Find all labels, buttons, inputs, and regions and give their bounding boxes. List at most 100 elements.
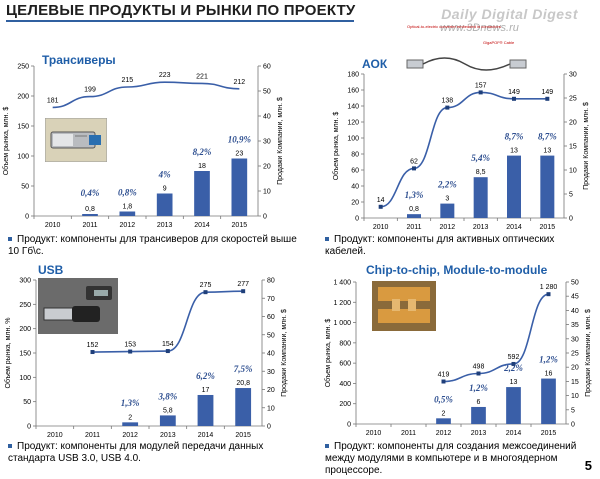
market-value-label: 275 [200, 282, 212, 289]
y-tick-label-right: 25 [569, 96, 577, 103]
market-point [545, 96, 550, 101]
x-tick-label: 2014 [194, 222, 210, 229]
sales-bar-label: 6 [477, 399, 481, 406]
sales-bar-label: 8,5 [476, 169, 486, 176]
y-tick-label-right: 60 [263, 64, 271, 71]
market-share-label: 5,4% [471, 153, 490, 163]
y-tick-label-right: 80 [267, 278, 275, 285]
market-share-label: 7,5% [234, 364, 253, 374]
market-value-label: 498 [473, 363, 485, 370]
market-point [203, 290, 208, 295]
market-value-label: 62 [410, 158, 418, 165]
market-share-label: 4% [158, 170, 172, 180]
y-tick-label-right: 20 [571, 365, 579, 372]
sales-bar-label: 13 [510, 379, 518, 386]
y-tick-label-left: 0 [347, 422, 351, 429]
bullet-marker [8, 237, 12, 242]
y-axis-label-left: Объем рынка, млн. $ [332, 112, 340, 181]
y-tick-label-left: 800 [339, 340, 351, 347]
y-tick-label-right: 50 [263, 89, 271, 96]
x-tick-label: 2013 [471, 430, 487, 437]
bullet-text: Продукт: компоненты для активных оптичес… [325, 234, 555, 257]
sales-bar [506, 387, 521, 424]
chart-title: АОК [362, 57, 388, 71]
x-tick-label: 2015 [235, 432, 251, 439]
x-tick-label: 2011 [401, 430, 416, 437]
sales-bar [122, 422, 139, 426]
y-tick-label-left: 200 [17, 94, 29, 101]
y-tick-label-left: 100 [17, 154, 29, 161]
market-value-label: 181 [47, 97, 59, 104]
y-tick-label-right: 15 [569, 144, 577, 151]
market-value-label: 149 [541, 89, 553, 96]
bullet-chip: Продукт: компоненты для создания межсоед… [325, 441, 590, 477]
y-tick-label-left: 1 400 [333, 280, 351, 287]
y-tick-label-right: 60 [267, 314, 275, 321]
x-tick-label: 2015 [541, 430, 557, 437]
x-tick-label: 2013 [157, 222, 173, 229]
market-value-label: 138 [441, 98, 453, 105]
x-tick-label: 2011 [82, 222, 97, 229]
y-tick-label-right: 40 [571, 308, 579, 315]
bullet-marker [8, 444, 12, 449]
market-point [445, 105, 450, 110]
bullet-text: Продукт: компоненты для создания межсоед… [325, 441, 577, 476]
market-share-label: 2,2% [437, 180, 457, 190]
sales-bar [471, 406, 486, 424]
x-tick-label: 2012 [440, 224, 456, 231]
market-value-label: 199 [84, 87, 96, 94]
x-tick-label: 2010 [47, 432, 63, 439]
market-value-label: 154 [162, 341, 174, 348]
market-point [90, 350, 95, 355]
y-tick-label-left: 40 [351, 184, 359, 191]
market-value-label: 157 [475, 82, 487, 89]
watermark-url: www.3Dnews.ru [440, 22, 519, 34]
y-tick-label-left: 60 [351, 168, 359, 175]
y-tick-label-right: 10 [263, 189, 271, 196]
market-line [443, 293, 549, 383]
sales-bar-label: 20,8 [236, 380, 250, 387]
sales-bar [231, 158, 248, 216]
sales-bar [507, 155, 521, 218]
y-tick-label-right: 5 [569, 192, 573, 199]
market-point [412, 166, 416, 171]
y-tick-label-right: 5 [571, 407, 575, 414]
y-tick-label-right: 50 [571, 280, 579, 287]
market-point [478, 90, 483, 95]
sales-bar-label: 13 [543, 148, 551, 155]
y-tick-label-right: 30 [267, 369, 275, 376]
market-point [511, 361, 516, 366]
market-share-label: 3,8% [157, 391, 177, 401]
y-tick-label-left: 1 000 [333, 320, 351, 327]
y-tick-label-left: 160 [347, 88, 359, 95]
bullet-usb: Продукт: компоненты для модулей передачи… [8, 441, 298, 465]
sales-bar-label: 3 [445, 196, 449, 203]
sales-bar [473, 177, 488, 218]
y-axis-label-right: Продажи Компании, млн. $ [281, 309, 288, 397]
sales-bar [197, 394, 214, 426]
sales-bar-label: 16 [545, 371, 553, 378]
chart-chip-to-chip: Chip-to-chip, Module-to-module0200400600… [324, 263, 592, 437]
transceiver-photo [45, 118, 107, 162]
chart-aok: АОК 0 20 40 60 80 100 120 140 160 180 0 5 10 15 20 25 30 О… [332, 57, 590, 231]
x-tick-label: 2014 [506, 430, 522, 437]
sales-bar-label: 2 [442, 410, 446, 417]
market-value-label: 1 280 [540, 284, 558, 291]
title-underline [6, 20, 354, 22]
y-tick-label-left: 80 [351, 152, 359, 159]
market-share-label: 1,3% [405, 190, 424, 200]
sales-bar-label: 18 [198, 163, 206, 170]
chart-title: USB [38, 263, 64, 277]
aok-label-converter: Optical-to-electric converter embedded i… [407, 24, 501, 29]
y-tick-label-right: 40 [267, 351, 275, 358]
y-tick-label-right: 0 [263, 214, 267, 221]
sales-bar-label: 9 [163, 186, 167, 193]
bullet-marker [325, 444, 329, 449]
y-tick-label-right: 0 [571, 422, 575, 429]
sales-bar-label: 5,8 [163, 407, 173, 414]
market-point [241, 289, 246, 294]
aok-cable-photo: Optical-to-electric converter embedded i… [406, 24, 527, 71]
y-tick-label-left: 300 [19, 278, 31, 285]
x-tick-label: 2012 [122, 432, 138, 439]
market-share-label: 0,5% [434, 394, 453, 404]
